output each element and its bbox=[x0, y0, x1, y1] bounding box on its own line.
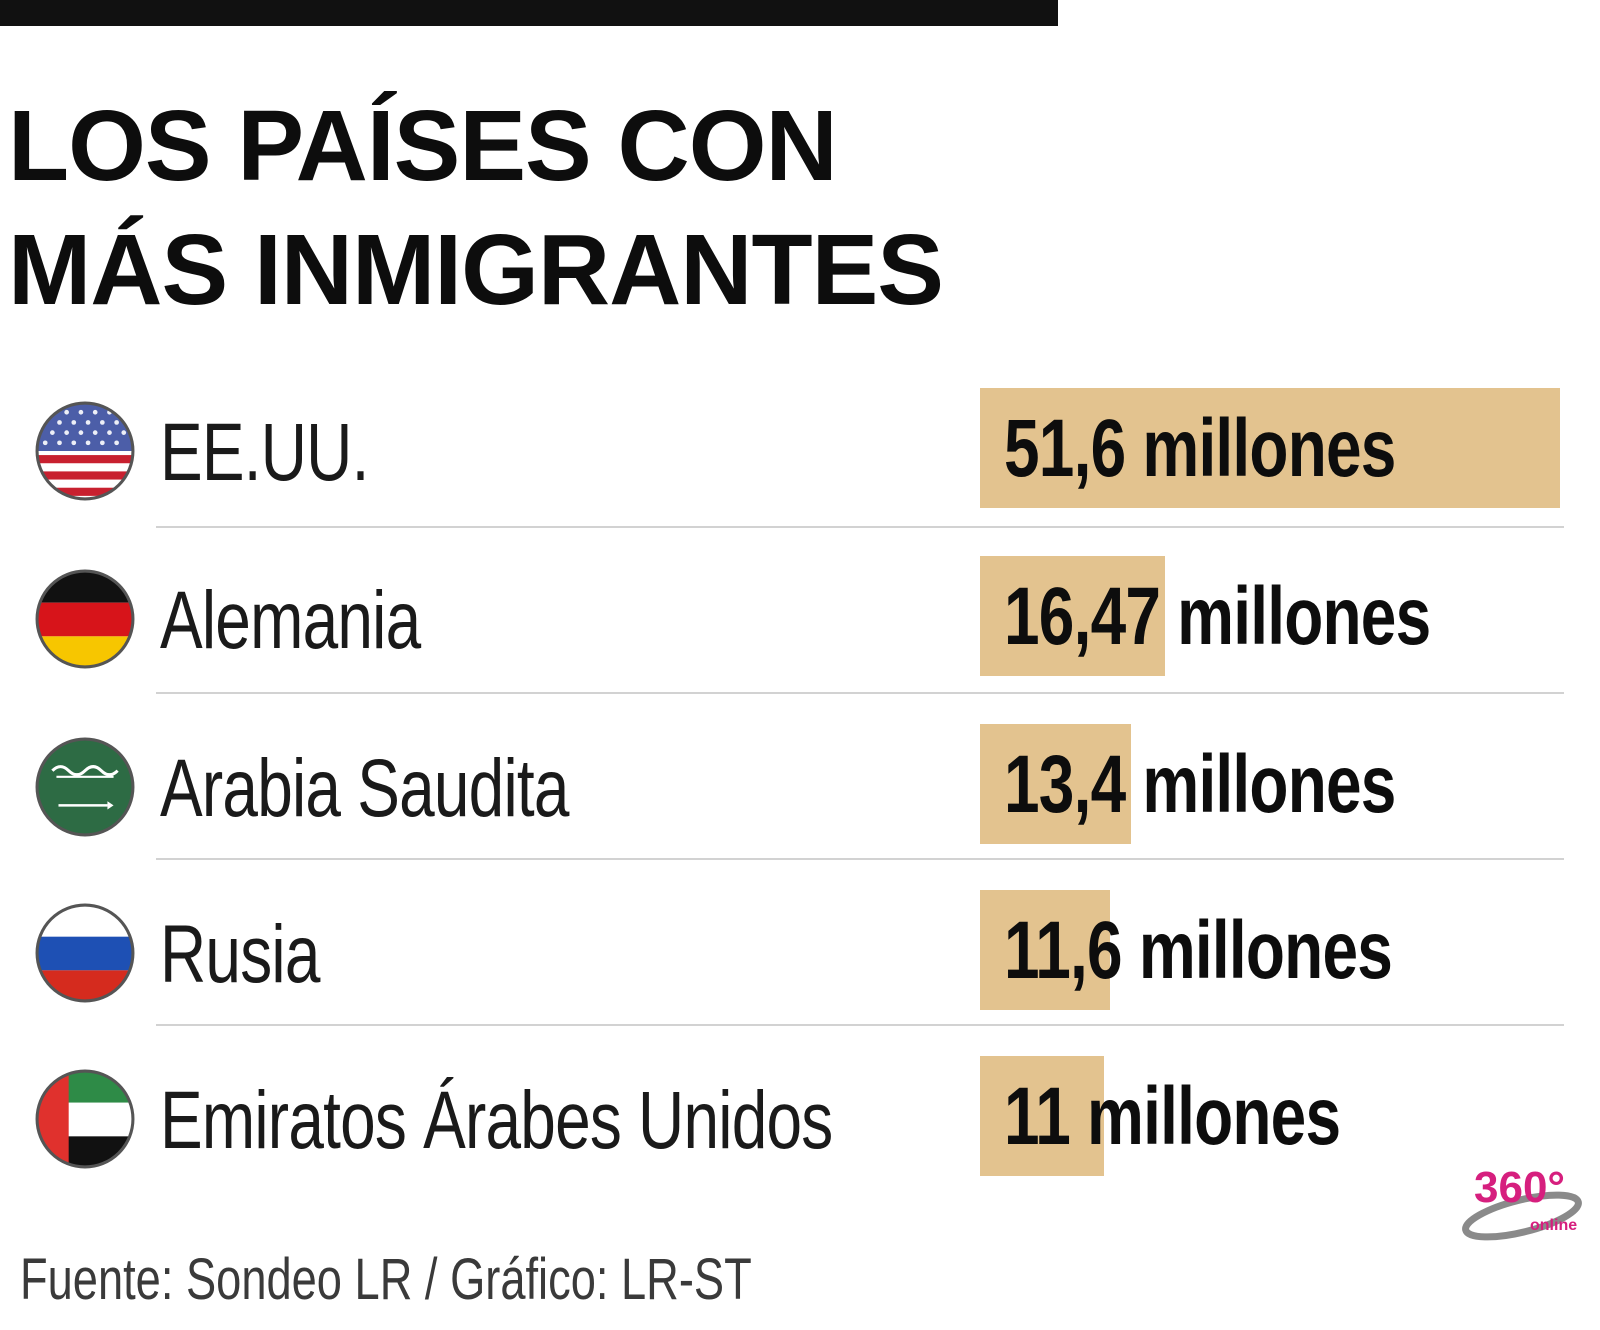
data-bar bbox=[980, 556, 1165, 676]
usa-flag-icon bbox=[35, 401, 135, 501]
chart-row: Rusia 11,6 millones bbox=[0, 890, 1600, 1062]
360-online-logo: 360° online bbox=[1462, 1163, 1582, 1241]
title-line-1: LOS PAÍSES CON bbox=[8, 90, 838, 202]
data-bar bbox=[980, 724, 1131, 844]
data-bar bbox=[980, 1056, 1104, 1176]
logo-subtext: online bbox=[1530, 1217, 1577, 1234]
value-label: 11,6 millones bbox=[1004, 905, 1393, 996]
data-bar bbox=[980, 388, 1560, 508]
value-label: 11 millones bbox=[1004, 1071, 1341, 1162]
category-label: Emiratos Árabes Unidos bbox=[160, 1075, 833, 1166]
category-label: EE.UU. bbox=[160, 407, 369, 498]
uae-flag-icon bbox=[35, 1069, 135, 1169]
chart-row: Arabia Saudita 13,4 millones bbox=[0, 724, 1600, 896]
row-divider bbox=[156, 692, 1564, 694]
top-rule bbox=[0, 0, 1058, 26]
germany-flag-icon bbox=[35, 569, 135, 669]
page-title: LOS PAÍSES CON MÁS INMIGRANTES bbox=[8, 84, 944, 332]
title-line-2: MÁS INMIGRANTES bbox=[8, 214, 944, 326]
russia-flag-icon bbox=[35, 903, 135, 1003]
data-bar bbox=[980, 890, 1110, 1010]
value-label: 13,4 millones bbox=[1004, 739, 1396, 830]
category-label: Rusia bbox=[160, 909, 320, 1000]
chart-row: Emiratos Árabes Unidos 11 millones bbox=[0, 1056, 1600, 1228]
value-label: 16,47 millones bbox=[1004, 571, 1431, 662]
category-label: Arabia Saudita bbox=[160, 743, 569, 834]
row-divider bbox=[156, 858, 1564, 860]
value-label: 51,6 millones bbox=[1004, 403, 1396, 494]
saudi-arabia-flag-icon bbox=[35, 737, 135, 837]
chart-row: Alemania 16,47 millones bbox=[0, 556, 1600, 728]
category-label: Alemania bbox=[160, 575, 421, 666]
row-divider bbox=[156, 1024, 1564, 1026]
row-divider bbox=[156, 526, 1564, 528]
chart-row: EE.UU. 51,6 millones bbox=[0, 388, 1600, 560]
source-note: Fuente: Sondeo LR / Gráfico: LR-ST bbox=[20, 1247, 752, 1312]
logo-text: 360° bbox=[1474, 1163, 1565, 1212]
